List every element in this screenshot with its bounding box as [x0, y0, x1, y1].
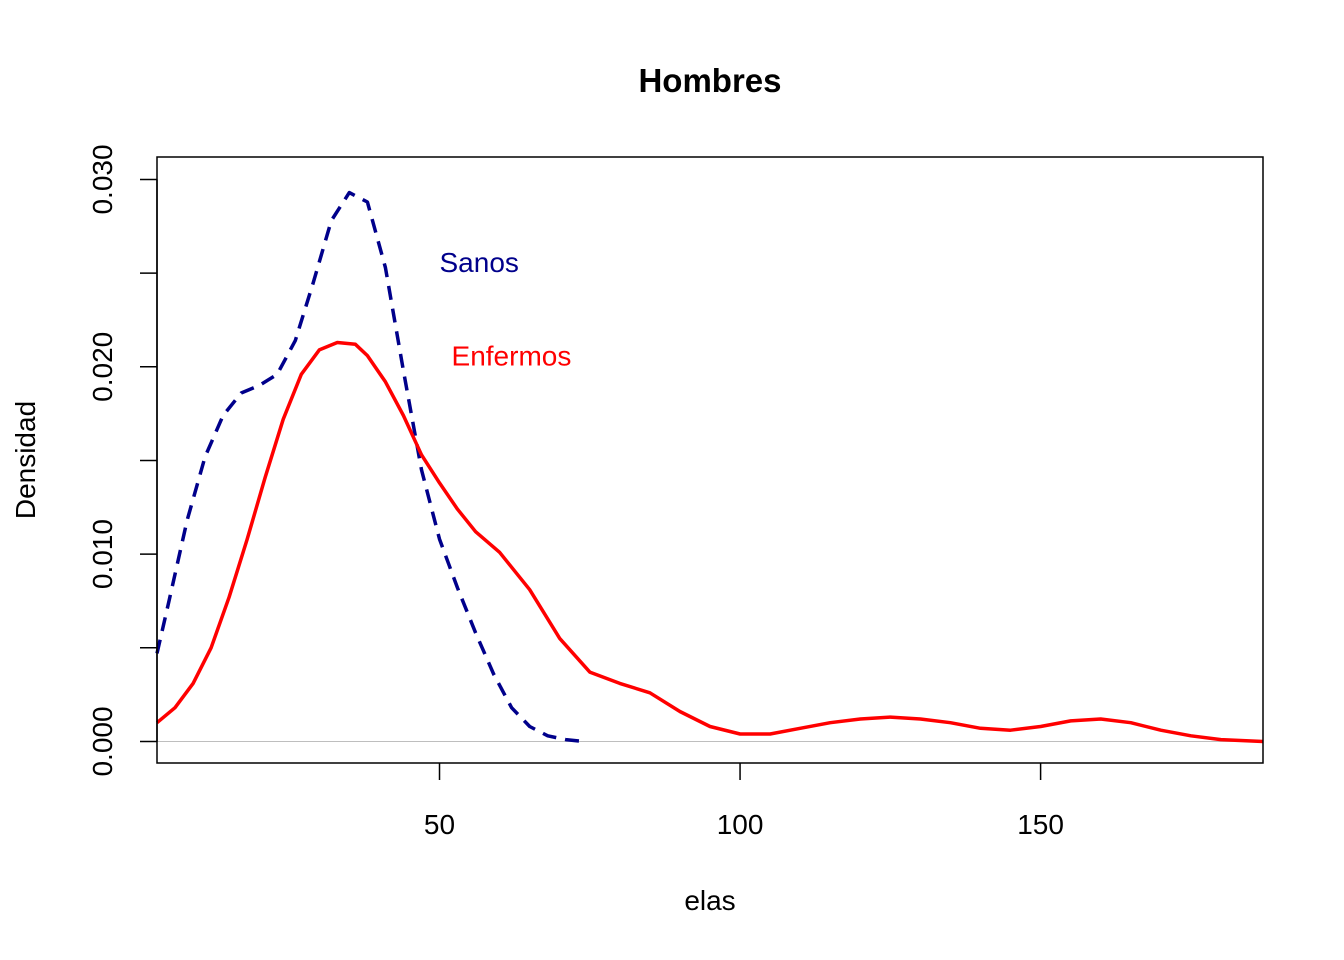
series-line-1	[155, 340, 1264, 744]
series-layer	[155, 190, 1264, 744]
annotation-label-1: Enfermos	[452, 341, 572, 372]
x-tick-label-1: 100	[717, 809, 764, 840]
y-tick-label-2: 0.020	[87, 332, 118, 402]
y-tick-label-0: 0.000	[87, 706, 118, 776]
plot-frame	[156, 156, 1264, 764]
y-tick-label-1: 0.010	[87, 519, 118, 589]
y-tick-label-3: 0.030	[87, 144, 118, 214]
x-tick-label-2: 150	[1017, 809, 1064, 840]
x-tick-label-0: 50	[424, 809, 455, 840]
y-axis-label: Densidad	[10, 401, 41, 519]
x-axis: 50 100 150	[424, 763, 1064, 840]
y-axis: 0.000 0.010 0.020 0.030	[87, 144, 158, 777]
annotation-label-0: Sanos	[440, 247, 519, 278]
series-line-0	[155, 190, 584, 744]
annotation-layer: Sanos Enfermos	[440, 247, 572, 372]
chart-title: Hombres	[638, 62, 781, 99]
x-axis-label: elas	[684, 885, 735, 916]
